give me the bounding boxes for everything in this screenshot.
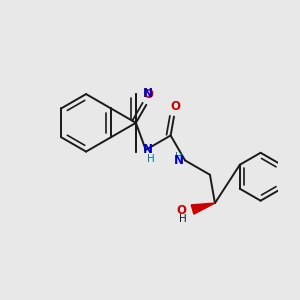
Text: O: O	[143, 88, 153, 101]
Text: O: O	[171, 100, 181, 113]
Text: N: N	[143, 143, 153, 157]
Text: H: H	[175, 152, 182, 162]
Text: N: N	[143, 87, 153, 100]
Text: N: N	[173, 154, 183, 167]
Polygon shape	[191, 203, 215, 214]
Text: H: H	[147, 154, 155, 164]
Text: O: O	[176, 204, 186, 217]
Text: H: H	[179, 214, 187, 224]
